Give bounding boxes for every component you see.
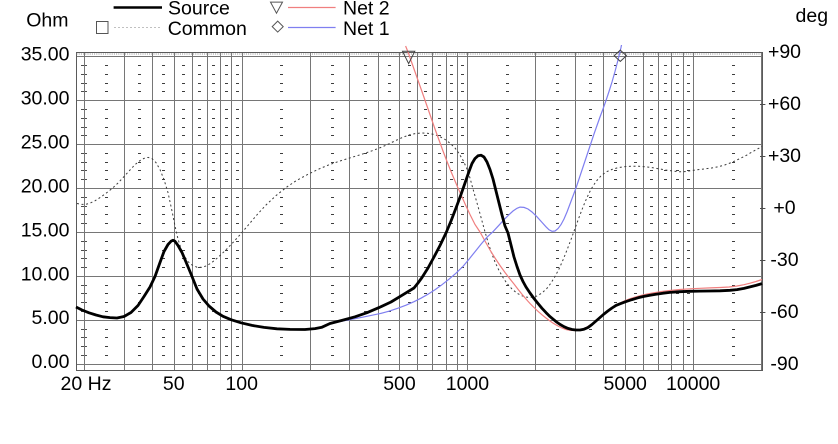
svg-text:+0: +0 bbox=[773, 197, 795, 219]
svg-text:-90: -90 bbox=[770, 353, 798, 375]
svg-text:-30: -30 bbox=[770, 249, 798, 271]
svg-text:1000: 1000 bbox=[446, 373, 490, 395]
svg-text:35.00: 35.00 bbox=[21, 44, 70, 66]
svg-text:+60: +60 bbox=[768, 93, 801, 115]
svg-text:0.00: 0.00 bbox=[32, 351, 70, 373]
svg-text:+90: +90 bbox=[768, 41, 801, 63]
svg-text:-60: -60 bbox=[770, 301, 798, 323]
svg-text:100: 100 bbox=[225, 373, 258, 395]
svg-text:deg: deg bbox=[796, 5, 829, 27]
svg-text:Net 2: Net 2 bbox=[343, 0, 390, 19]
svg-text:20 Hz: 20 Hz bbox=[61, 373, 112, 395]
svg-text:25.00: 25.00 bbox=[21, 132, 70, 154]
svg-text:15.00: 15.00 bbox=[21, 219, 70, 241]
svg-text:+30: +30 bbox=[768, 145, 801, 167]
svg-text:Ohm: Ohm bbox=[26, 10, 68, 32]
svg-text:10000: 10000 bbox=[666, 373, 720, 395]
svg-text:5.00: 5.00 bbox=[32, 307, 70, 329]
svg-text:500: 500 bbox=[383, 373, 416, 395]
svg-text:Net 1: Net 1 bbox=[343, 18, 390, 40]
svg-text:30.00: 30.00 bbox=[21, 88, 70, 110]
svg-text:Source: Source bbox=[168, 0, 230, 19]
svg-text:20.00: 20.00 bbox=[21, 175, 70, 197]
svg-text:Common: Common bbox=[168, 18, 247, 40]
svg-text:50: 50 bbox=[163, 373, 185, 395]
svg-text:10.00: 10.00 bbox=[21, 263, 70, 285]
svg-text:5000: 5000 bbox=[604, 373, 648, 395]
